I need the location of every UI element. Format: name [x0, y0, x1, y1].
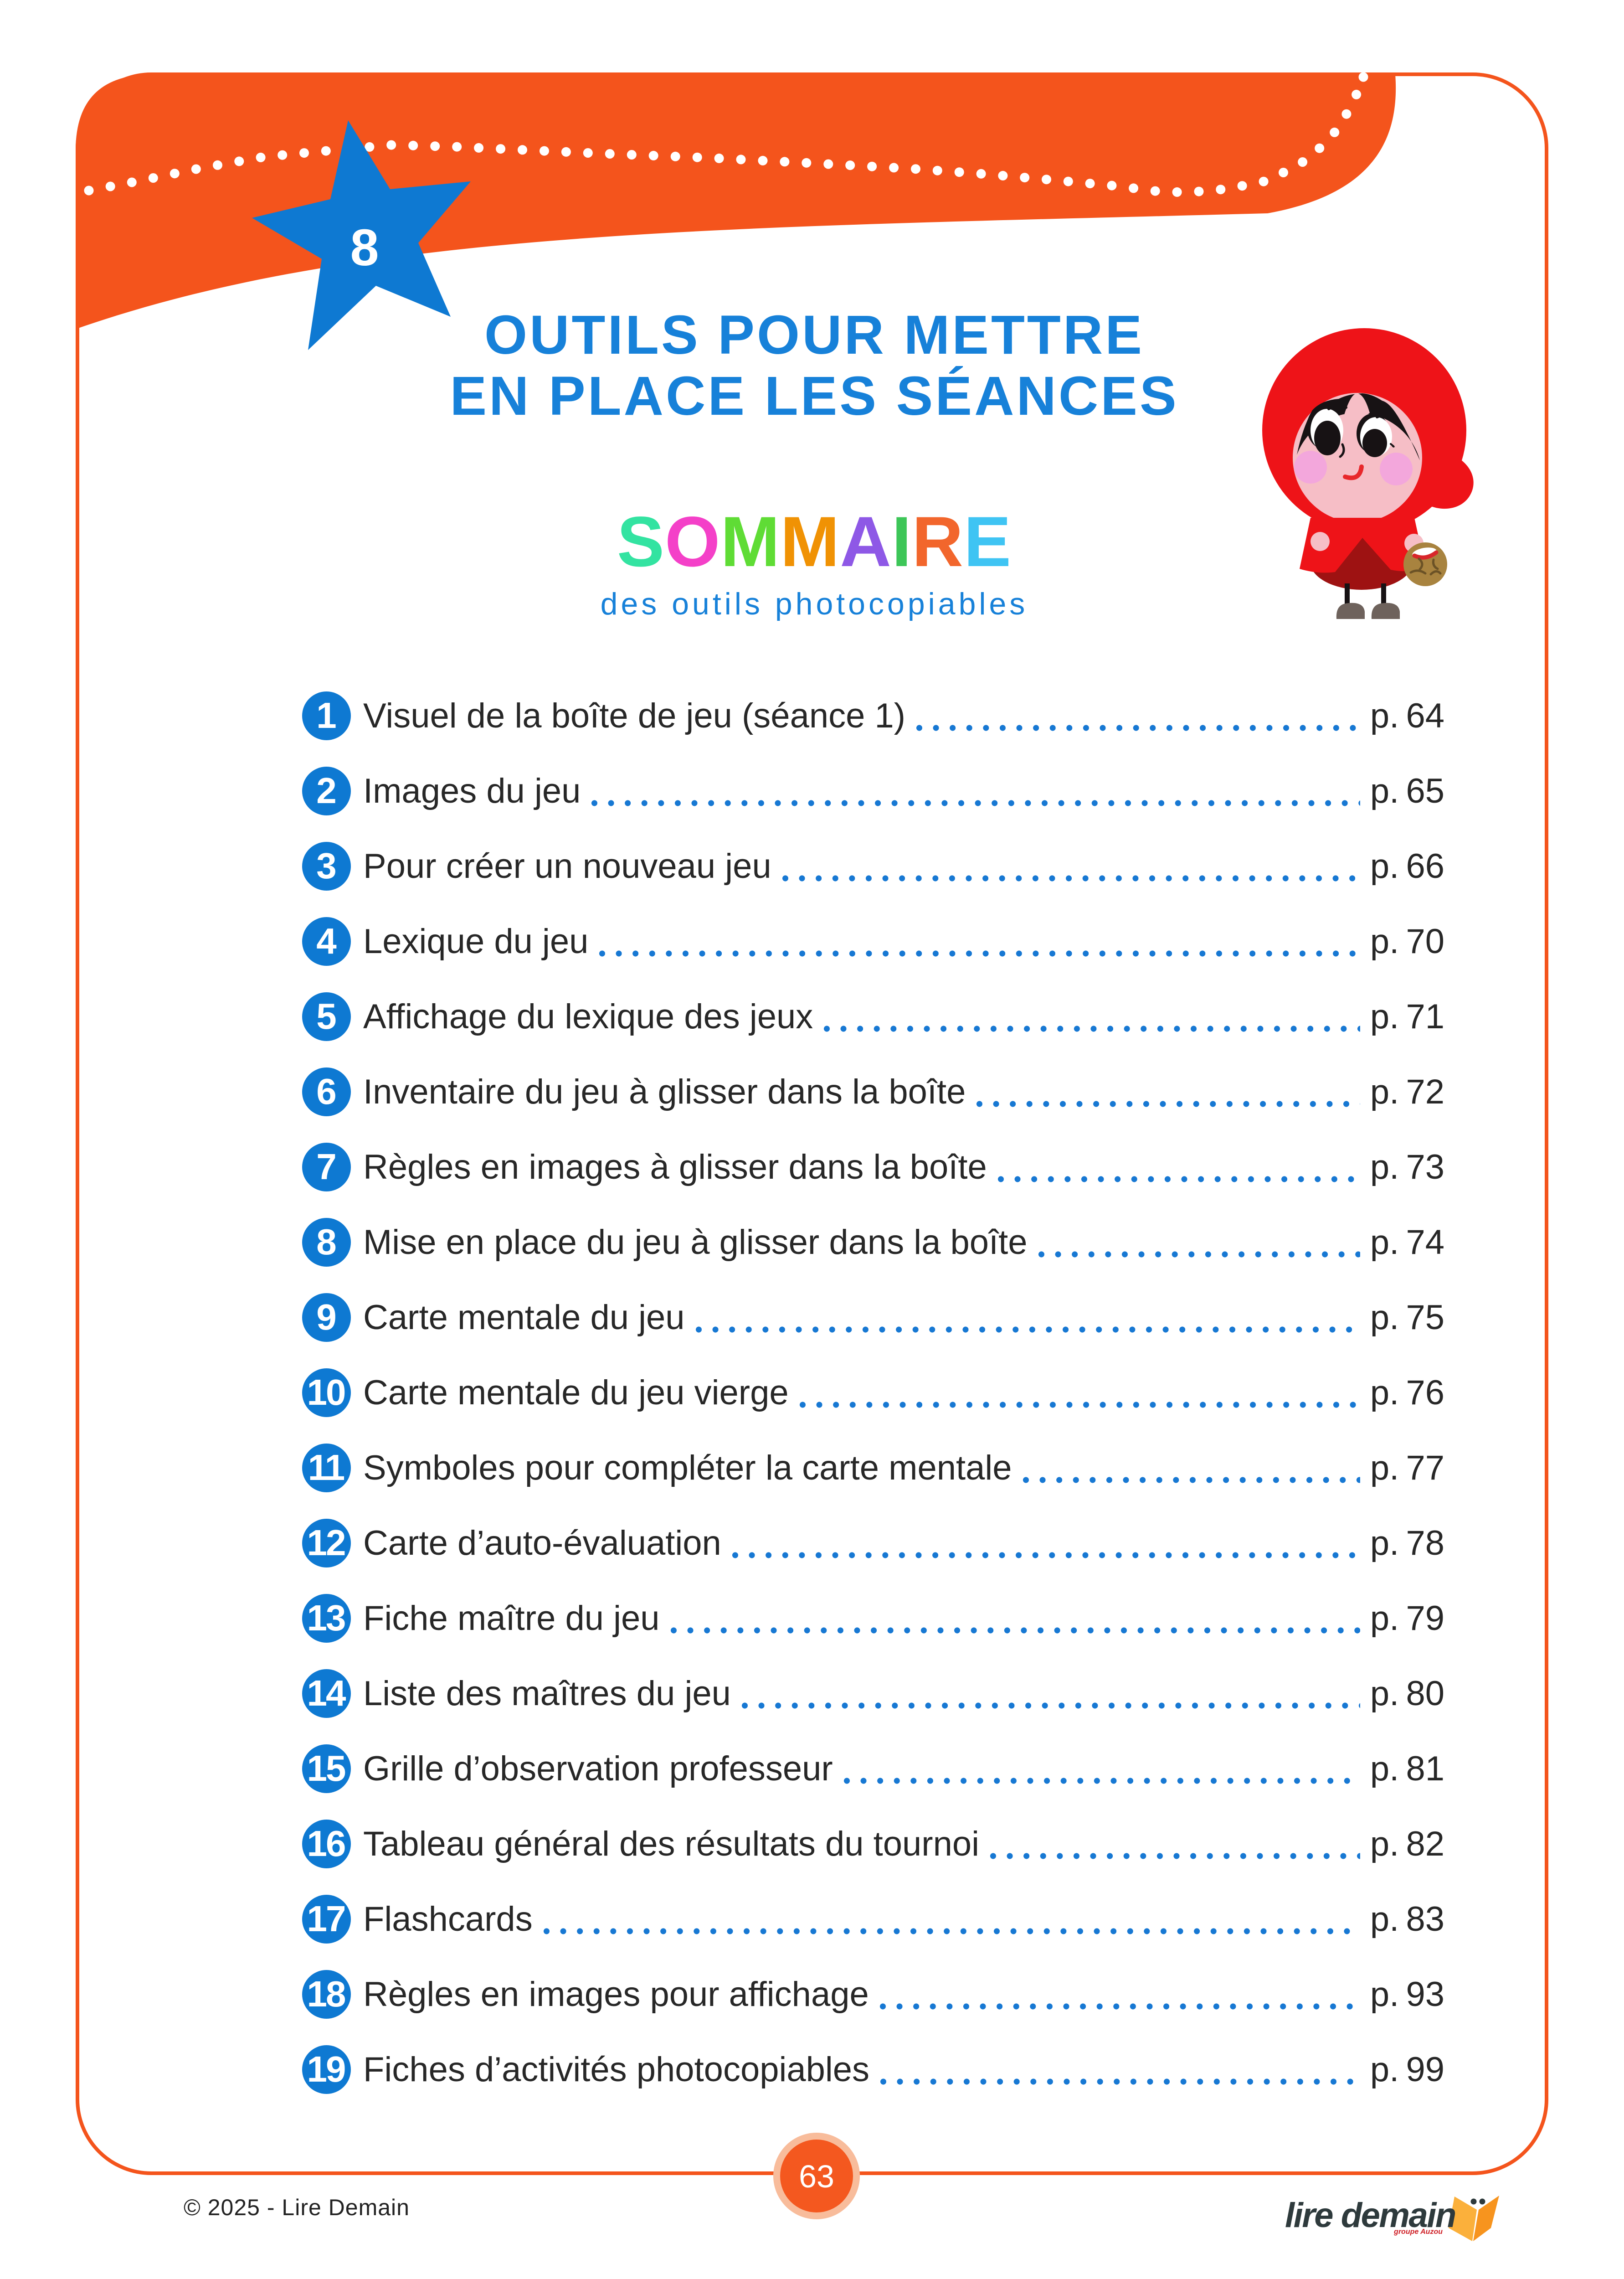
svg-text:63: 63: [799, 2159, 834, 2194]
svg-text:8: 8: [350, 219, 379, 276]
